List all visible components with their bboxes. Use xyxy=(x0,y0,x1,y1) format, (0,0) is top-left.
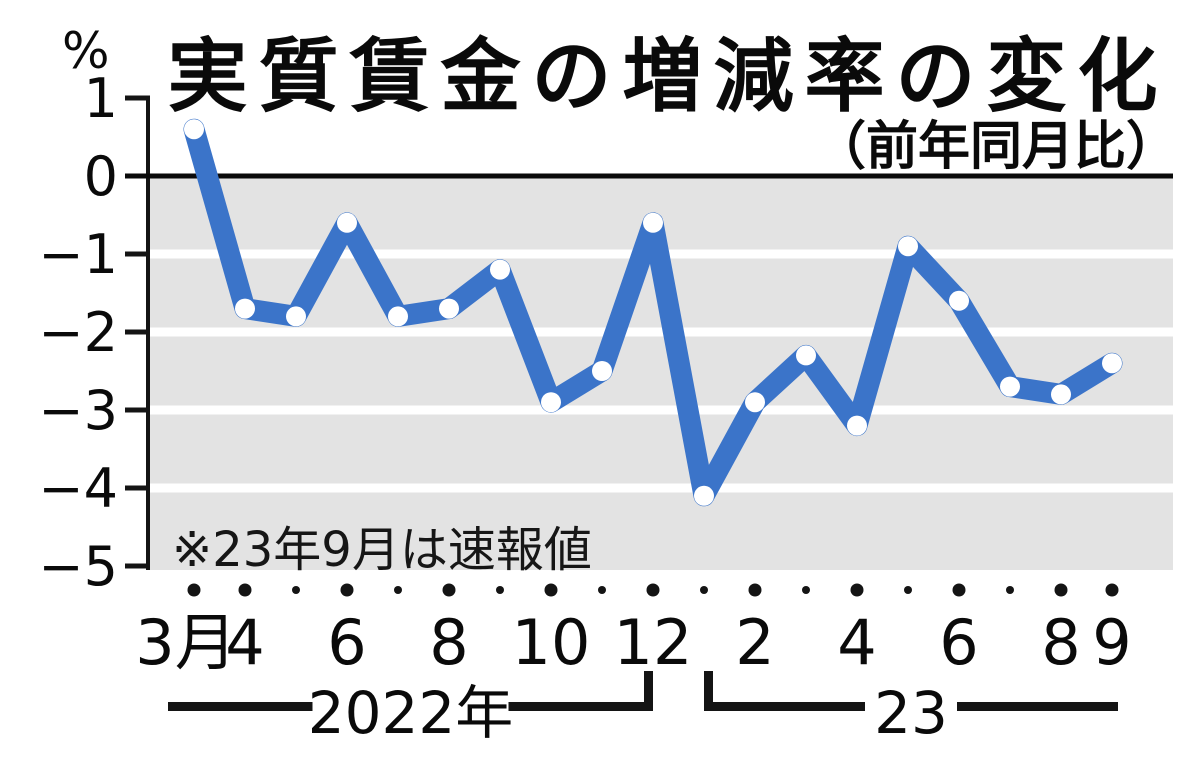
y-tick-label: 0 xyxy=(84,145,118,208)
x-tick-label: 6 xyxy=(327,606,366,679)
y-tick-labels: 1 0 −1 −2 −3 −4 −5 xyxy=(38,67,118,598)
x-tick-dot xyxy=(646,583,660,597)
x-tick-label: 8 xyxy=(1041,606,1080,679)
data-point-marker xyxy=(898,236,918,257)
x-tick-label: 4 xyxy=(837,606,876,679)
x-tick-label: 8 xyxy=(429,606,468,679)
year-group-label: 2022年 xyxy=(308,679,514,747)
x-tick-dot xyxy=(1054,583,1068,597)
y-tick-label: −5 xyxy=(38,535,118,598)
x-tick-dot xyxy=(1105,583,1119,597)
x-tick-dot xyxy=(598,586,606,594)
data-point-marker xyxy=(796,345,816,366)
data-point-marker xyxy=(235,298,255,319)
x-tick-dot xyxy=(952,583,966,597)
x-tick-label: 10 xyxy=(512,606,591,679)
x-tick-dot xyxy=(1006,586,1014,594)
data-point-marker xyxy=(1000,376,1020,397)
data-point-marker xyxy=(337,212,357,233)
data-point-marker xyxy=(439,298,459,319)
data-point-marker xyxy=(490,259,510,280)
x-tick-dot xyxy=(544,583,558,597)
data-point-marker xyxy=(1102,353,1122,374)
y-tick-label: 1 xyxy=(84,67,118,130)
data-point-marker xyxy=(847,415,867,436)
data-point-marker xyxy=(388,306,408,327)
x-tick-label: 2 xyxy=(735,606,774,679)
y-tick-label: −1 xyxy=(38,223,118,286)
year-brackets: 2022年 23 xyxy=(168,671,1118,747)
y-tick-label: −4 xyxy=(38,457,118,520)
x-tick-dot xyxy=(340,583,354,597)
x-tick-dot xyxy=(496,586,504,594)
chart-title: 実質賃金の増減率の変化 xyxy=(167,30,1169,123)
data-point-marker xyxy=(694,485,714,506)
y-tick-label: −2 xyxy=(38,301,118,364)
x-tick-dot xyxy=(187,583,201,597)
y-axis xyxy=(125,95,150,570)
x-tick-labels: 3月4 6 8 10 12 2 4 6 8 9 xyxy=(135,606,1131,679)
y-tick-label: −3 xyxy=(38,379,118,442)
data-point-marker xyxy=(745,392,765,413)
data-point-marker xyxy=(949,290,969,311)
data-point-marker xyxy=(541,392,561,413)
x-tick-dot xyxy=(802,586,810,594)
y-axis-unit-label: % xyxy=(62,22,110,80)
x-tick-label: 6 xyxy=(939,606,978,679)
x-tick-dot xyxy=(238,583,252,597)
year-group-label: 23 xyxy=(874,679,948,747)
zero-line xyxy=(125,173,1173,179)
data-point-marker xyxy=(1051,384,1071,405)
chart-note: ※23年9月は速報値 xyxy=(172,522,592,578)
data-point-marker xyxy=(643,212,663,233)
x-tick-label: 12 xyxy=(614,606,693,679)
data-point-marker xyxy=(592,361,612,381)
chart-subtitle: （前年同月比） xyxy=(813,117,1178,177)
data-point-markers xyxy=(184,119,1122,506)
x-tick-dot xyxy=(442,583,456,597)
x-tick-dot xyxy=(292,586,300,594)
x-tick-label: 4 xyxy=(225,606,264,679)
data-point-marker xyxy=(184,119,204,140)
x-tick-dot xyxy=(394,586,402,594)
data-point-marker xyxy=(286,306,306,327)
x-tick-dot xyxy=(904,586,912,594)
x-tick-dot xyxy=(700,586,708,594)
x-tick-dot xyxy=(748,583,762,597)
x-tick-dots xyxy=(187,583,1119,597)
x-tick-label: 9 xyxy=(1092,606,1131,679)
x-tick-label: 3月 xyxy=(135,606,236,679)
x-tick-dot xyxy=(850,583,864,597)
